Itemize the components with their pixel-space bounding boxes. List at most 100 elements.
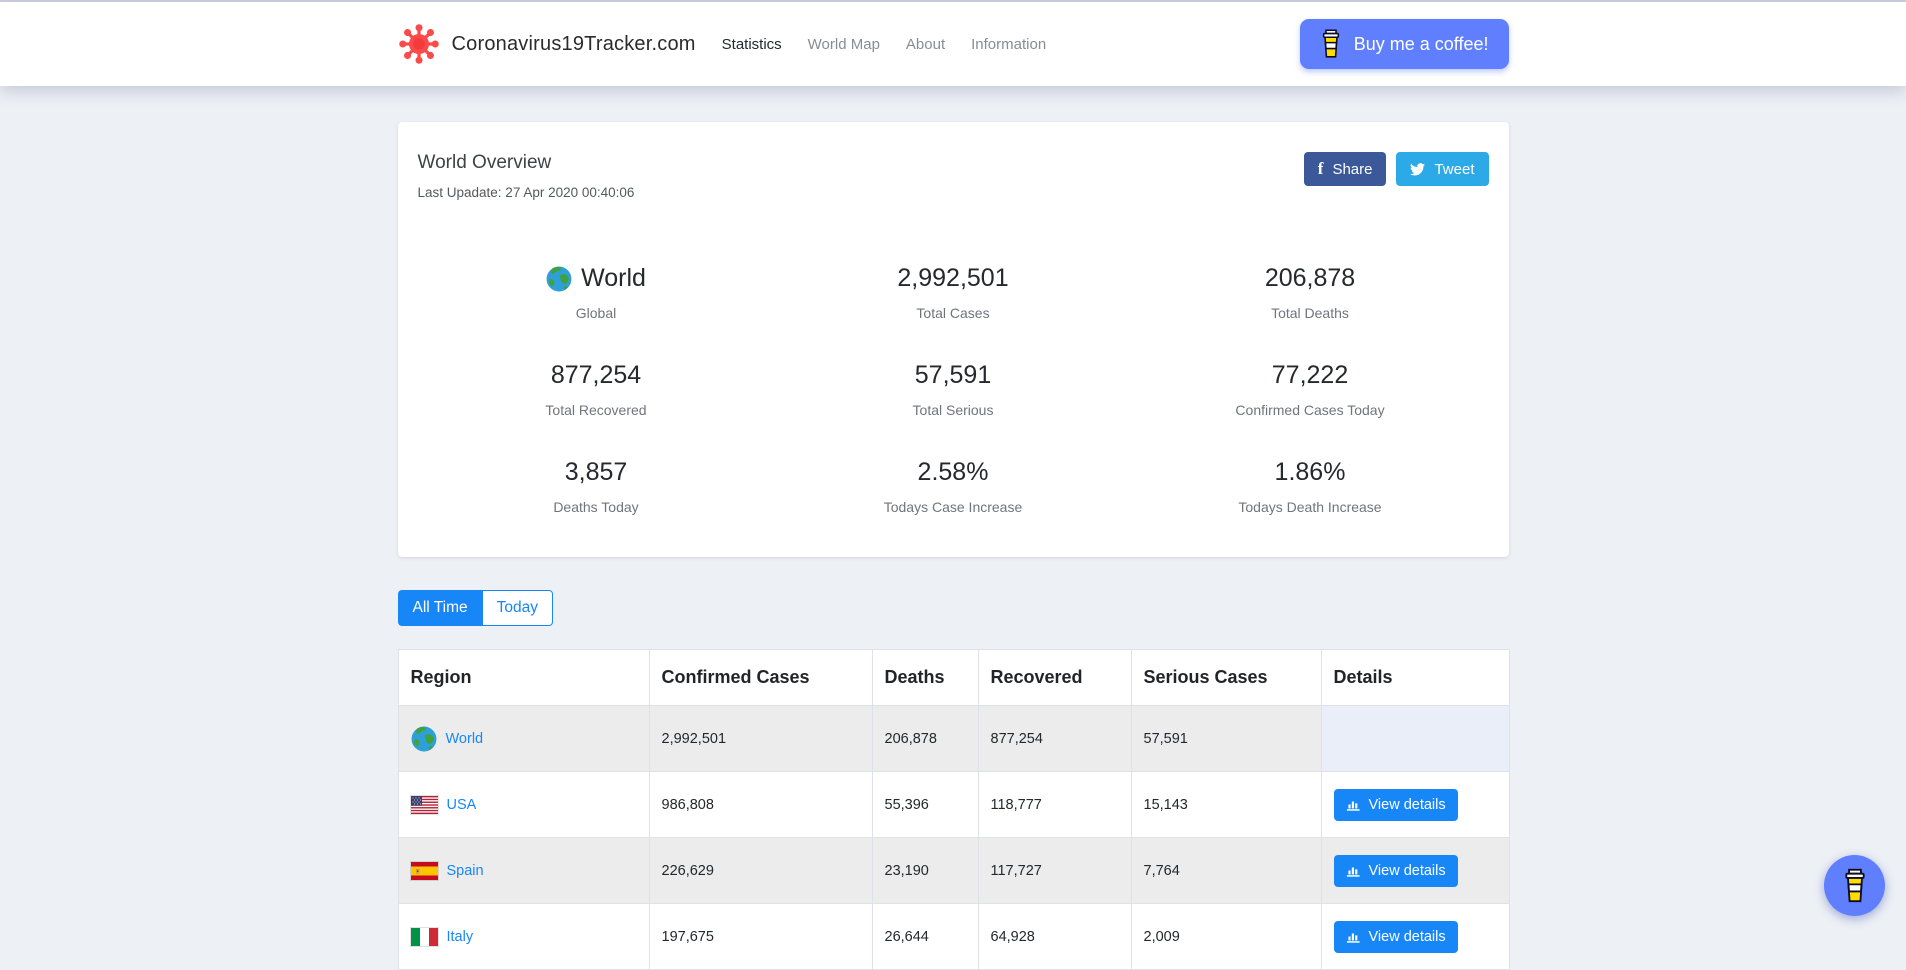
stat-label-total-cases: Total Cases [775,305,1132,321]
stat-value-world: World [581,264,646,293]
col-header-details: Details [1321,650,1509,706]
buy-coffee-label: Buy me a coffee! [1354,34,1489,55]
stat-total-cases: 2,992,501 Total Cases [775,264,1132,321]
cell-deaths: 55,396 [872,772,978,838]
last-update: Last Upadate: 27 Apr 2020 00:40:06 [418,185,635,200]
view-details-button-italy[interactable]: View details [1334,921,1458,953]
region-link-usa[interactable]: USA [447,797,477,813]
cell-confirmed: 197,675 [649,904,872,970]
table-row-usa: USA 986,808 55,396 118,777 15,143 [398,772,1509,838]
table-row-spain: Spain 226,629 23,190 117,727 7,764 [398,838,1509,904]
nav-statistics[interactable]: Statistics [722,36,782,53]
today-tab[interactable]: Today [482,590,553,626]
cell-deaths: 23,190 [872,838,978,904]
virus-logo-icon [398,23,440,65]
bar-chart-icon [1346,863,1361,878]
main-content: World Overview Last Upadate: 27 Apr 2020… [398,122,1509,970]
region-link-italy[interactable]: Italy [447,929,474,945]
bar-chart-icon [1346,797,1361,812]
regions-table: Region Confirmed Cases Deaths Recovered … [398,649,1510,970]
stat-value-total-recovered: 877,254 [418,361,775,390]
col-header-serious: Serious Cases [1131,650,1321,706]
view-details-label: View details [1369,929,1446,945]
coffee-cup-icon [1842,868,1868,904]
view-details-button-usa[interactable]: View details [1334,789,1458,821]
stat-label-confirmed-today: Confirmed Cases Today [1132,402,1489,418]
cell-confirmed: 226,629 [649,838,872,904]
cell-deaths: 26,644 [872,904,978,970]
floating-coffee-button[interactable] [1824,855,1885,916]
stat-total-recovered: 877,254 Total Recovered [418,361,775,418]
stat-label-case-increase: Todays Case Increase [775,499,1132,515]
main-nav: Statistics World Map About Information [722,36,1047,53]
cell-recovered: 64,928 [978,904,1131,970]
usa-flag-icon [411,796,438,814]
globe-icon [411,726,437,752]
cell-serious: 15,143 [1131,772,1321,838]
bar-chart-icon [1346,929,1361,944]
col-header-recovered: Recovered [978,650,1131,706]
stat-label-deaths-today: Deaths Today [418,499,775,515]
cell-serious: 2,009 [1131,904,1321,970]
stat-value-total-serious: 57,591 [775,361,1132,390]
col-header-region: Region [398,650,649,706]
stat-value-deaths-today: 3,857 [418,458,775,487]
view-details-button-spain[interactable]: View details [1334,855,1458,887]
stats-grid: World Global 2,992,501 Total Cases 206,8… [418,264,1489,515]
stat-total-deaths: 206,878 Total Deaths [1132,264,1489,321]
nav-information[interactable]: Information [971,36,1046,53]
time-filter: All Time Today [398,590,554,626]
stat-value-total-deaths: 206,878 [1132,264,1489,293]
nav-world-map[interactable]: World Map [808,36,880,53]
tweet-label: Tweet [1434,161,1474,178]
region-link-world[interactable]: World [446,731,484,747]
cell-confirmed: 2,992,501 [649,706,872,772]
region-link-spain[interactable]: Spain [447,863,484,879]
coffee-cup-icon [1320,29,1342,59]
stat-total-serious: 57,591 Total Serious [775,361,1132,418]
table-row-italy: Italy 197,675 26,644 64,928 2,009 [398,904,1509,970]
cell-recovered: 118,777 [978,772,1131,838]
cell-deaths: 206,878 [872,706,978,772]
col-header-confirmed: Confirmed Cases [649,650,872,706]
page-title: World Overview [418,152,635,174]
nav-about[interactable]: About [906,36,945,53]
stat-deaths-today: 3,857 Deaths Today [418,458,775,515]
facebook-share-button[interactable]: f Share [1304,152,1387,186]
stat-label-death-increase: Todays Death Increase [1132,499,1489,515]
top-navbar: Coronavirus19Tracker.com Statistics Worl… [0,2,1906,86]
share-label: Share [1332,161,1372,178]
twitter-icon [1410,163,1425,176]
cell-recovered: 117,727 [978,838,1131,904]
stat-confirmed-today: 77,222 Confirmed Cases Today [1132,361,1489,418]
stat-value-confirmed-today: 77,222 [1132,361,1489,390]
buy-coffee-button[interactable]: Buy me a coffee! [1300,19,1509,69]
col-header-deaths: Deaths [872,650,978,706]
stat-label-global: Global [418,305,775,321]
brand[interactable]: Coronavirus19Tracker.com [398,23,696,65]
stat-label-total-deaths: Total Deaths [1132,305,1489,321]
stat-value-case-increase: 2.58% [775,458,1132,487]
spain-flag-icon [411,862,438,880]
globe-icon [546,266,572,292]
stat-world: World Global [418,264,775,321]
stat-case-increase: 2.58% Todays Case Increase [775,458,1132,515]
facebook-icon: f [1318,159,1324,179]
brand-name: Coronavirus19Tracker.com [452,33,696,56]
cell-recovered: 877,254 [978,706,1131,772]
cell-details-empty [1321,706,1509,772]
twitter-tweet-button[interactable]: Tweet [1396,152,1488,186]
italy-flag-icon [411,928,438,946]
world-overview-card: World Overview Last Upadate: 27 Apr 2020… [398,122,1509,557]
cell-confirmed: 986,808 [649,772,872,838]
stat-death-increase: 1.86% Todays Death Increase [1132,458,1489,515]
stat-label-total-recovered: Total Recovered [418,402,775,418]
view-details-label: View details [1369,863,1446,879]
stat-value-death-increase: 1.86% [1132,458,1489,487]
stat-label-total-serious: Total Serious [775,402,1132,418]
stat-value-total-cases: 2,992,501 [775,264,1132,293]
cell-serious: 7,764 [1131,838,1321,904]
table-header-row: Region Confirmed Cases Deaths Recovered … [398,650,1509,706]
table-row-world: World 2,992,501 206,878 877,254 57,591 [398,706,1509,772]
all-time-tab[interactable]: All Time [398,590,482,626]
